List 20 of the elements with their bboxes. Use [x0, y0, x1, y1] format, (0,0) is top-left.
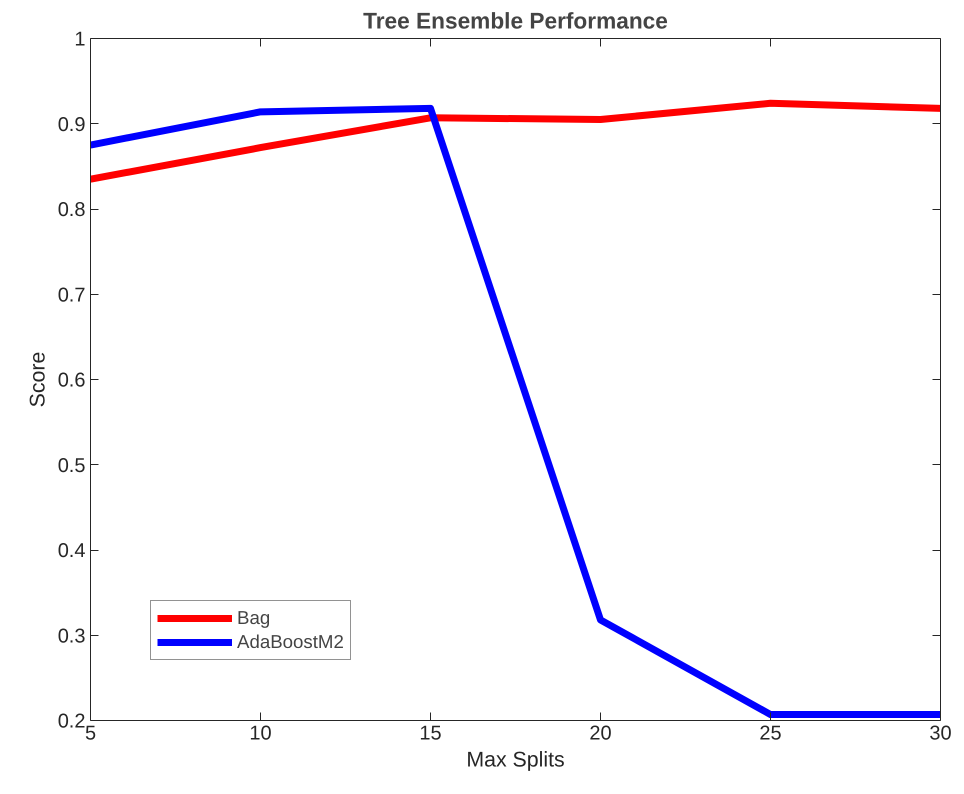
x-tick-label: 15: [419, 722, 442, 744]
y-tick-label: 0.6: [58, 370, 86, 392]
x-tick-label: 20: [589, 722, 612, 744]
y-tick-label: 0.9: [58, 114, 86, 136]
y-tick-label: 0.4: [58, 540, 86, 562]
y-tick-label: 0.2: [58, 710, 86, 732]
x-tick-label: 30: [929, 722, 952, 744]
y-tick-label: 0.7: [58, 284, 86, 306]
x-axis-title: Max Splits: [466, 748, 565, 772]
legend-label: AdaBoostM2: [237, 631, 344, 653]
y-tick-label: 0.5: [58, 454, 86, 477]
y-tick-label: 1: [74, 28, 86, 50]
x-tick-label: 10: [249, 722, 272, 744]
legend-label: Bag: [237, 607, 270, 629]
y-tick-label: 0.8: [58, 199, 86, 221]
y-tick-label: 0.3: [58, 625, 86, 648]
x-tick-label: 25: [759, 722, 782, 744]
chart-title: Tree Ensemble Performance: [363, 8, 668, 34]
x-tick-label: 5: [84, 722, 96, 744]
y-axis-title: Score: [26, 352, 50, 408]
